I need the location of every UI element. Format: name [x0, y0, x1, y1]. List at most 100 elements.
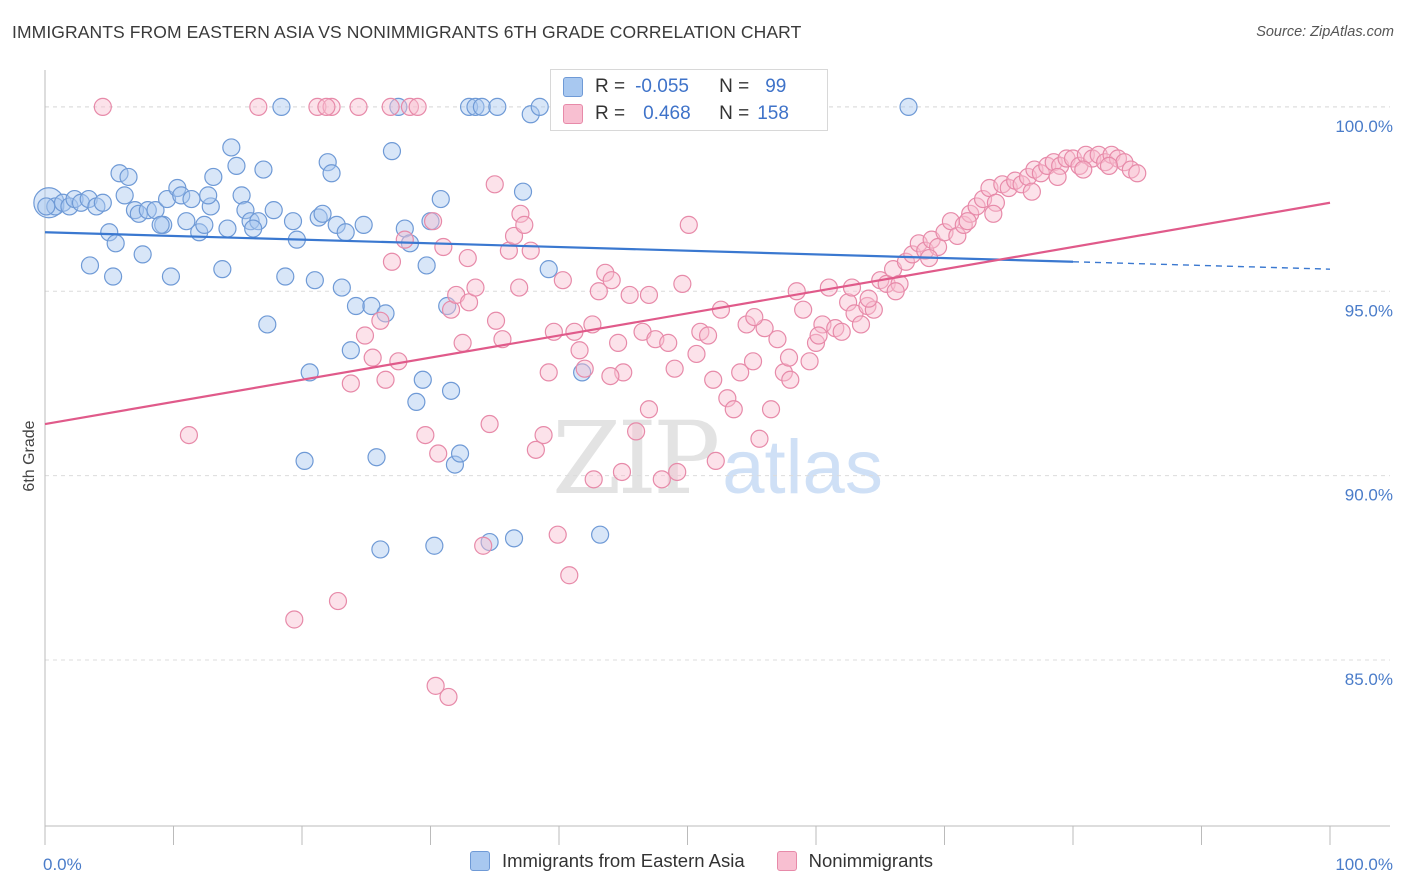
- legend-r-value: -0.055: [635, 76, 689, 97]
- point-nonimmigrants: [349, 97, 368, 116]
- series-legend: Immigrants from Eastern Asia Nonimmigran…: [470, 850, 965, 872]
- point-nonimmigrants: [570, 341, 589, 360]
- point-nonimmigrants: [1012, 175, 1031, 194]
- watermark-zip: ZIP: [552, 400, 720, 517]
- point-nonimmigrants: [584, 470, 603, 489]
- point-nonimmigrants: [737, 315, 756, 334]
- chart-title: IMMIGRANTS FROM EASTERN ASIA VS NONIMMIG…: [12, 22, 802, 42]
- point-nonimmigrants: [453, 333, 472, 352]
- point-immigrants: [445, 455, 465, 474]
- point-immigrants: [104, 267, 123, 286]
- point-immigrants: [313, 204, 332, 223]
- point-nonimmigrants: [800, 352, 819, 371]
- point-immigrants: [341, 341, 360, 360]
- point-immigrants: [204, 167, 223, 187]
- y-tick-label: 90.0%: [1345, 486, 1393, 505]
- point-nonimmigrants: [458, 248, 477, 268]
- point-nonimmigrants: [679, 215, 698, 234]
- point-nonimmigrants: [806, 333, 826, 352]
- point-immigrants: [276, 267, 295, 286]
- point-nonimmigrants: [864, 300, 883, 319]
- point-nonimmigrants: [408, 97, 427, 116]
- point-nonimmigrants: [984, 204, 1003, 223]
- point-immigrants: [466, 97, 485, 116]
- point-immigrants: [472, 97, 491, 116]
- point-nonimmigrants: [750, 429, 769, 448]
- point-nonimmigrants: [510, 278, 529, 297]
- point-nonimmigrants: [851, 315, 871, 334]
- point-nonimmigrants: [665, 359, 684, 378]
- point-nonimmigrants: [809, 326, 828, 345]
- point-nonimmigrants: [575, 359, 594, 378]
- point-nonimmigrants: [434, 237, 453, 257]
- point-immigrants: [201, 197, 220, 216]
- trendline-nonimmigrants: [44, 201, 1331, 426]
- legend-r-label: R =: [595, 76, 626, 97]
- point-immigrants: [213, 260, 232, 279]
- point-nonimmigrants: [779, 348, 799, 367]
- point-immigrants: [459, 97, 479, 116]
- point-nonimmigrants: [1022, 182, 1041, 201]
- series-legend-immigrants[interactable]: Immigrants from Eastern Asia: [470, 850, 745, 872]
- point-immigrants: [295, 451, 314, 471]
- point-nonimmigrants: [341, 374, 360, 393]
- point-nonimmigrants: [526, 440, 545, 459]
- point-nonimmigrants: [687, 344, 706, 364]
- series-label-nonimmigrants: Nonimmigrants: [808, 850, 934, 871]
- point-nonimmigrants: [609, 333, 628, 352]
- point-nonimmigrants: [639, 285, 659, 305]
- point-immigrants: [254, 160, 273, 179]
- point-immigrants: [80, 256, 100, 275]
- point-nonimmigrants: [376, 370, 395, 389]
- point-nonimmigrants: [832, 322, 851, 341]
- point-nonimmigrants: [515, 215, 534, 234]
- point-immigrants: [382, 142, 402, 161]
- point-immigrants: [119, 167, 138, 187]
- point-immigrants: [591, 525, 610, 544]
- series-legend-nonimmigrants[interactable]: Nonimmigrants: [776, 850, 934, 872]
- point-nonimmigrants: [859, 289, 878, 308]
- source-label: Source: ZipAtlas.com: [1256, 24, 1394, 40]
- point-nonimmigrants: [429, 444, 448, 463]
- point-immigrants: [283, 212, 303, 231]
- legend-n-value: 158: [757, 103, 789, 124]
- point-immigrants: [37, 197, 56, 216]
- point-nonimmigrants: [948, 226, 967, 246]
- point-nonimmigrants: [620, 285, 639, 305]
- point-nonimmigrants: [439, 687, 458, 707]
- point-immigrants: [79, 189, 98, 209]
- point-immigrants: [272, 97, 291, 116]
- point-immigrants: [513, 182, 533, 201]
- point-immigrants: [425, 536, 444, 555]
- point-immigrants: [417, 256, 436, 275]
- point-immigrants: [332, 278, 351, 297]
- point-nonimmigrants: [668, 462, 687, 482]
- point-immigrants: [530, 97, 549, 116]
- x-tick-label: 100.0%: [1335, 855, 1393, 874]
- point-nonimmigrants: [553, 271, 572, 290]
- point-immigrants: [367, 448, 386, 467]
- point-nonimmigrants: [745, 307, 764, 327]
- point-nonimmigrants: [539, 363, 558, 382]
- point-nonimmigrants: [534, 425, 553, 445]
- point-immigrants: [322, 164, 341, 183]
- point-immigrants: [110, 164, 129, 183]
- point-immigrants: [138, 201, 157, 220]
- point-nonimmigrants: [285, 610, 304, 629]
- point-nonimmigrants: [416, 425, 435, 445]
- point-immigrants: [354, 215, 373, 234]
- legend-n-label: N =: [719, 76, 750, 97]
- point-nonimmigrants: [426, 676, 445, 695]
- y-tick-label: 100.0%: [1335, 117, 1393, 136]
- point-nonimmigrants: [626, 422, 646, 441]
- point-immigrants: [413, 370, 432, 389]
- stats-legend: R = -0.055 N = 99 R = 0.468 N = 158: [550, 69, 828, 131]
- point-nonimmigrants: [961, 204, 980, 223]
- point-immigrants: [264, 201, 283, 220]
- point-immigrants: [241, 212, 260, 231]
- point-nonimmigrants: [1115, 153, 1134, 172]
- series-swatch-pink: [776, 851, 797, 871]
- point-immigrants: [305, 271, 324, 290]
- point-immigrants: [504, 529, 524, 548]
- point-nonimmigrants: [328, 591, 348, 611]
